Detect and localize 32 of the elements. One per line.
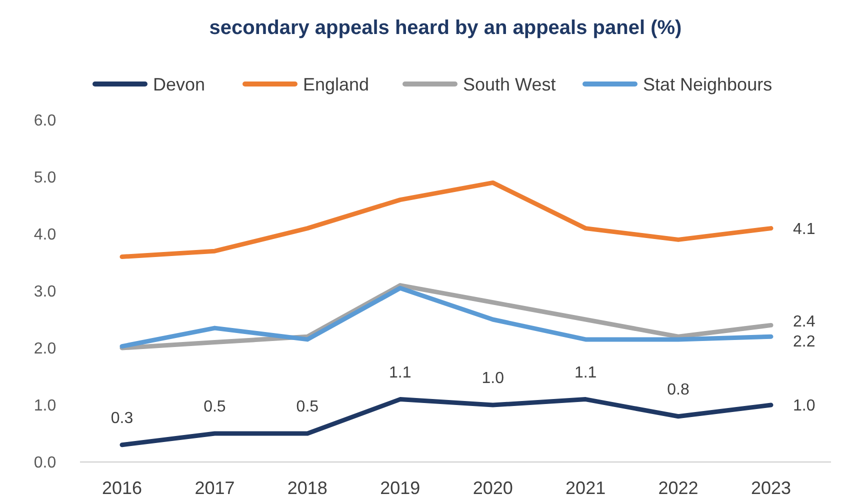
legend-label: Devon: [153, 74, 206, 94]
y-tick-label: 2.0: [34, 340, 56, 358]
data-label: 0.5: [204, 398, 226, 416]
x-tick-label: 2018: [287, 478, 328, 498]
chart-title: secondary appeals heard by an appeals panel (%): [209, 17, 682, 39]
x-tick-label: 2022: [658, 478, 698, 498]
data-label: 1.0: [482, 370, 504, 387]
x-tick-label: 2023: [750, 478, 792, 498]
data-label: 2.2: [793, 334, 816, 350]
data-label: 1.0: [793, 398, 816, 415]
legend-label: South West: [463, 74, 556, 94]
legend-label: Stat Neighbours: [643, 74, 772, 94]
y-tick-label: 1.0: [34, 398, 56, 415]
x-tick-label: 2021: [566, 478, 606, 498]
data-label: 2.4: [793, 314, 816, 330]
data-label: 0.3: [110, 410, 134, 427]
x-tick-label: 2017: [194, 478, 235, 498]
y-tick-label: 5.0: [34, 170, 56, 187]
data-label: 1.1: [389, 364, 412, 382]
x-tick-label: 2016: [102, 478, 142, 498]
legend-label: England: [303, 74, 370, 94]
data-label: 4.1: [793, 220, 816, 238]
x-tick-label: 2019: [380, 478, 420, 498]
y-tick-label: 3.0: [34, 284, 56, 301]
y-tick-label: 4.0: [34, 226, 56, 244]
data-label: 0.5: [296, 398, 319, 416]
y-tick-label: 6.0: [34, 112, 56, 130]
y-tick-label: 0.0: [34, 454, 56, 472]
x-tick-label: 2020: [472, 478, 513, 498]
data-label: 0.8: [667, 381, 690, 398]
line-series: [120, 180, 774, 260]
data-label: 1.1: [574, 364, 597, 382]
